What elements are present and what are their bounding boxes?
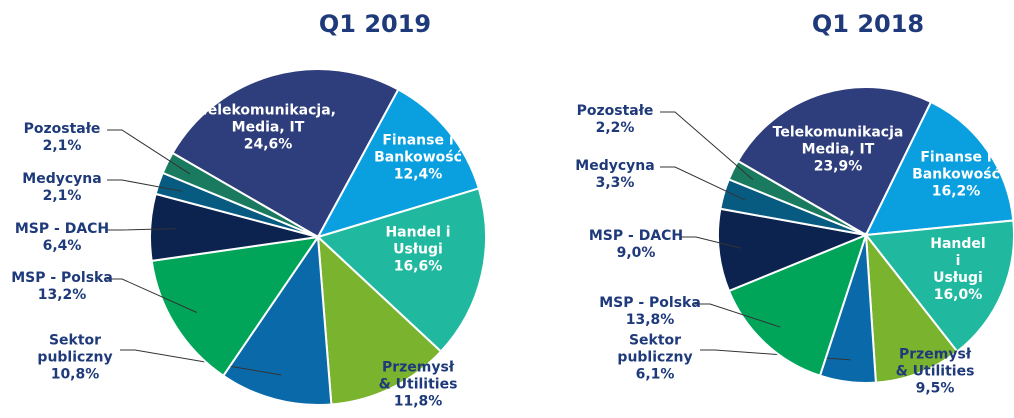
value-label: 3,3%	[595, 175, 635, 191]
pie-slice	[316, 187, 487, 353]
pie-slice	[221, 234, 333, 406]
pie-slice	[736, 86, 933, 237]
leader-line	[660, 111, 754, 181]
value-label: 2,1%	[42, 188, 82, 204]
value-label: 6,1%	[635, 366, 675, 383]
category-label: Handel i Usługi	[385, 224, 451, 258]
slice-label: Przemysł & Utilities 11,8%	[379, 360, 458, 411]
value-label: 2,1%	[42, 138, 82, 154]
slice-label: Handel i Usługi 16,0%	[930, 236, 986, 304]
value-label: 11,8%	[393, 393, 443, 410]
leader-line	[120, 349, 282, 376]
value-label: 6,4%	[42, 238, 82, 254]
slice-label: Pozostałe 2,1%	[24, 121, 101, 155]
value-label: 16,0%	[933, 287, 983, 303]
category-label: MSP - Polska	[11, 270, 113, 286]
category-label: Finanse i Bankowość	[912, 149, 1000, 183]
slice-label: Sektor publiczny 10,8%	[37, 333, 112, 384]
category-label: Sektor publiczny	[37, 332, 113, 366]
leader-line	[660, 166, 746, 201]
category-label: Telekomunikacja, Media, IT	[200, 102, 336, 136]
slice-label: Pozostałe 2,2%	[577, 103, 654, 137]
value-label: 23,9%	[813, 158, 863, 175]
leader-line	[695, 303, 781, 328]
leader-line	[681, 236, 742, 249]
category-label: Medycyna	[575, 158, 655, 174]
value-label: 13,8%	[625, 312, 675, 328]
category-label: MSP - DACH	[14, 221, 110, 237]
pie-slice	[864, 100, 1014, 237]
slice-label: Medycyna 3,3%	[575, 158, 654, 192]
slice-label: Sektor publiczny 6,1%	[617, 333, 692, 384]
category-label: Medycyna	[22, 171, 102, 187]
category-label: Finanse i Bankowość	[374, 132, 462, 166]
pie-slice	[316, 234, 443, 406]
category-label: Handel i Usługi	[930, 236, 986, 286]
slice-label: Telekomunikacja Media, IT 23,9%	[773, 125, 904, 176]
value-label: 9,5%	[915, 380, 955, 397]
slice-label: MSP - Polska 13,2%	[11, 270, 113, 304]
category-label: Przemysł & Utilities	[378, 359, 458, 393]
value-label: 13,2%	[37, 287, 87, 303]
slice-label: Handel i Usługi 16,6%	[385, 225, 450, 276]
slice-label: MSP - DACH 6,4%	[15, 221, 109, 255]
value-label: 16,2%	[931, 183, 981, 200]
pie-slice	[864, 231, 959, 384]
pie-slice	[727, 233, 868, 377]
pie-slice	[150, 235, 321, 378]
category-label: MSP - Polska	[599, 295, 701, 311]
value-label: 9,0%	[616, 245, 656, 261]
slice-label: MSP - Polska 13,8%	[599, 295, 701, 329]
leader-line	[107, 228, 176, 231]
pie-slice	[171, 68, 400, 239]
category-label: Przemysł & Utilities	[895, 346, 975, 380]
leader-line	[107, 129, 191, 175]
category-label: Pozostałe	[576, 103, 654, 119]
slice-label: Finanse i Bankowość 12,4%	[374, 133, 462, 184]
slice-label: Przemysł & Utilities 9,5%	[896, 347, 975, 398]
pie-slice	[727, 159, 867, 236]
pie-slice	[161, 151, 319, 238]
value-label: 10,8%	[50, 366, 100, 383]
chart-title: Q1 2019	[318, 10, 432, 38]
category-label: Telekomunikacja Media, IT	[772, 124, 904, 158]
category-label: Pozostałe	[23, 121, 101, 137]
value-label: 12,4%	[393, 166, 443, 183]
category-label: Sektor publiczny	[617, 332, 693, 366]
slice-label: Telekomunikacja, Media, IT 24,6%	[200, 103, 336, 154]
slice-label: Medycyna 2,1%	[22, 171, 101, 205]
value-label: 2,2%	[595, 120, 635, 136]
value-label: 16,6%	[393, 258, 443, 275]
slice-label: Finanse i Bankowość 16,2%	[912, 150, 1000, 201]
slice-label: MSP - DACH 9,0%	[589, 228, 683, 262]
leader-line	[107, 179, 183, 192]
category-label: MSP - DACH	[588, 228, 684, 244]
chart-title: Q1 2018	[811, 10, 925, 38]
leader-line	[107, 278, 197, 313]
value-label: 24,6%	[243, 136, 293, 153]
